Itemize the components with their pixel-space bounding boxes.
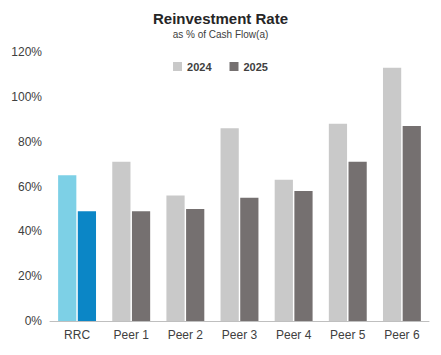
svg-text:120%: 120% <box>11 45 42 59</box>
svg-text:Reinvestment Rate: Reinvestment Rate <box>153 10 288 27</box>
svg-text:2024: 2024 <box>187 61 212 73</box>
svg-text:40%: 40% <box>18 224 42 238</box>
svg-text:Peer 5: Peer 5 <box>330 328 366 342</box>
svg-text:Peer 6: Peer 6 <box>384 328 420 342</box>
svg-text:Peer 3: Peer 3 <box>222 328 258 342</box>
svg-text:20%: 20% <box>18 269 42 283</box>
svg-text:as % of Cash Flow(a): as % of Cash Flow(a) <box>173 29 269 40</box>
svg-text:RRC: RRC <box>64 328 90 342</box>
svg-text:Peer 1: Peer 1 <box>114 328 150 342</box>
svg-text:2025: 2025 <box>244 61 268 73</box>
svg-text:Peer 2: Peer 2 <box>168 328 204 342</box>
svg-text:80%: 80% <box>18 135 42 149</box>
svg-text:60%: 60% <box>18 180 42 194</box>
svg-text:Peer 4: Peer 4 <box>276 328 312 342</box>
svg-text:0%: 0% <box>25 314 43 328</box>
svg-text:100%: 100% <box>11 90 42 104</box>
